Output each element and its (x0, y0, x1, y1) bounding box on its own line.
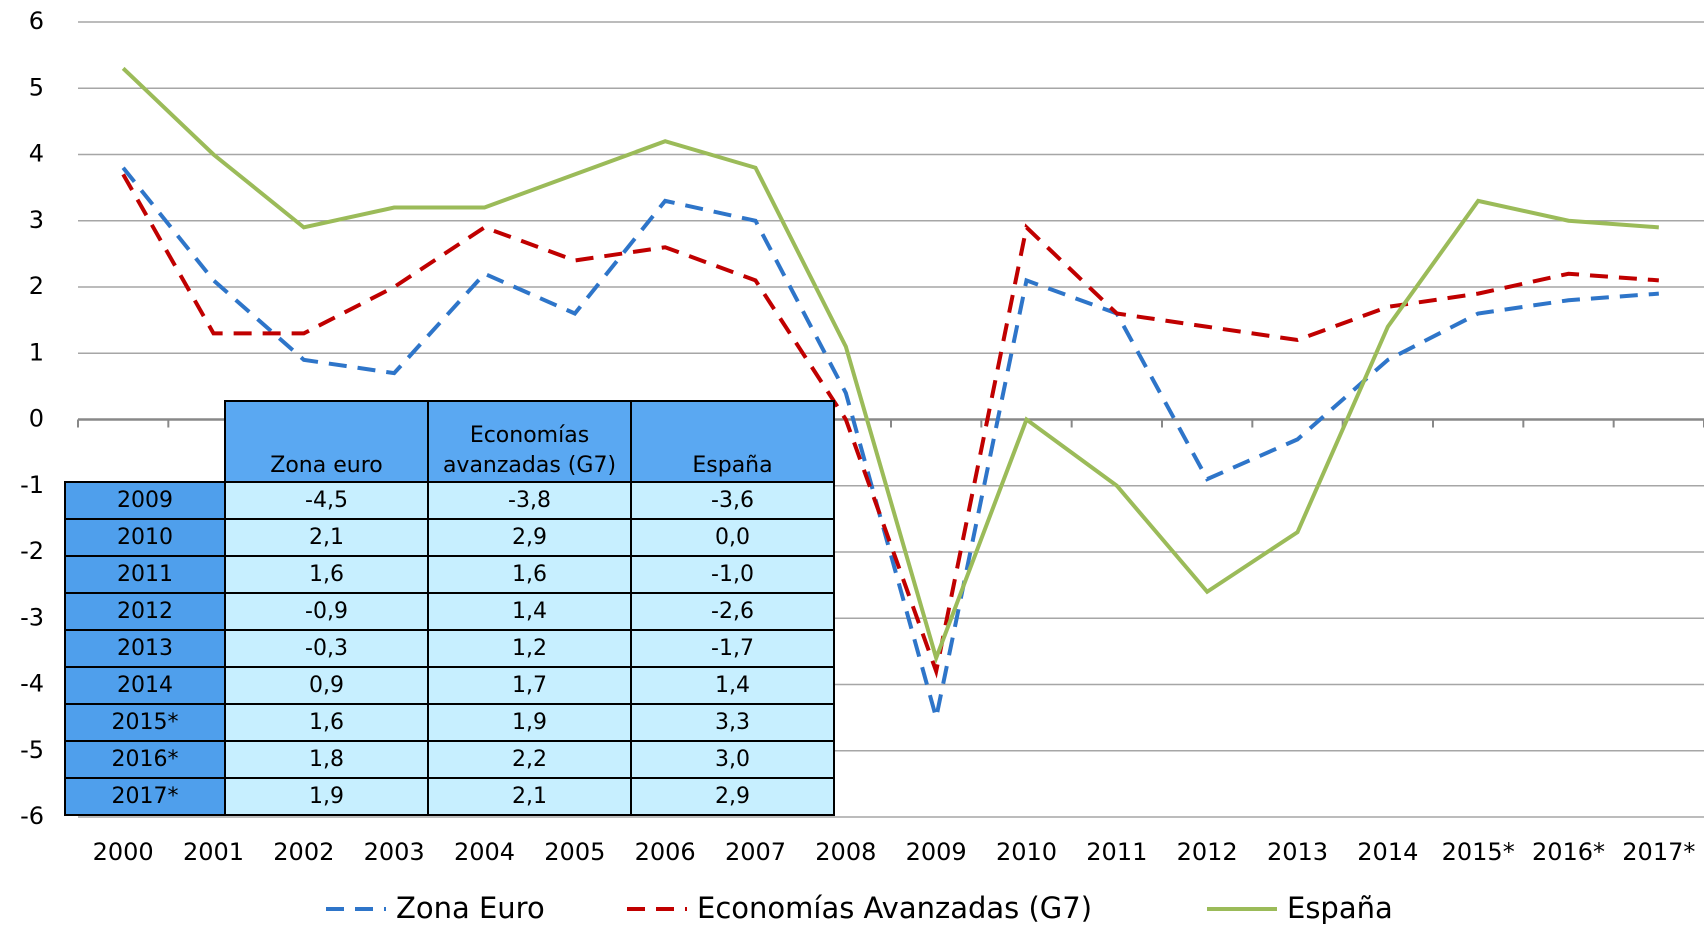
table-cell: 3,0 (630, 740, 835, 779)
table-cell: 1,6 (224, 703, 429, 742)
column-header: España (630, 400, 835, 483)
y-tick-label: -5 (20, 736, 44, 764)
x-tick-label: 2011 (1086, 838, 1147, 866)
table-row: 2011 1,6 1,6 -1,0 (64, 555, 835, 594)
y-tick-label: -1 (20, 471, 44, 499)
table-cell: -0,3 (224, 629, 429, 668)
table-row: 2010 2,1 2,9 0,0 (64, 518, 835, 557)
table-cell: 1,2 (427, 629, 632, 668)
y-tick-label: 3 (29, 206, 44, 234)
x-tick-label: 2002 (273, 838, 334, 866)
row-label: 2010 (64, 518, 226, 557)
table-cell: -4,5 (224, 481, 429, 520)
x-tick-label: 2007 (725, 838, 786, 866)
x-tick-label: 2008 (815, 838, 876, 866)
table-cell: 2,2 (427, 740, 632, 779)
x-tick-label: 2004 (454, 838, 515, 866)
y-tick-label: 0 (29, 405, 44, 433)
x-tick-label: 2003 (364, 838, 425, 866)
table-cell: 0,0 (630, 518, 835, 557)
data-table: Zona euro Economías avanzadas (G7) España … (64, 400, 835, 816)
y-tick-label: -4 (20, 670, 44, 698)
table-cell: 1,9 (427, 703, 632, 742)
table-cell: -1,0 (630, 555, 835, 594)
row-label: 2016* (64, 740, 226, 779)
y-tick-label: 1 (29, 338, 44, 366)
x-tick-label: 2001 (183, 838, 244, 866)
table-cell: 2,1 (427, 777, 632, 816)
table-row: 2016* 1,8 2,2 3,0 (64, 740, 835, 779)
table-cell: 1,7 (427, 666, 632, 705)
legend-label: Economías Avanzadas (G7) (697, 891, 1092, 925)
column-header: Zona euro (224, 400, 429, 483)
x-tick-label: 2005 (544, 838, 605, 866)
y-tick-label: 5 (29, 73, 44, 101)
row-label: 2013 (64, 629, 226, 668)
x-tick-label: 2006 (635, 838, 696, 866)
blank-cell (65, 401, 225, 482)
x-tick-label: 2010 (996, 838, 1057, 866)
table-cell: -1,7 (630, 629, 835, 668)
table-cell: 1,6 (427, 555, 632, 594)
table-cell: 0,9 (224, 666, 429, 705)
table-row: 2015* 1,6 1,9 3,3 (64, 703, 835, 742)
legend-label: España (1287, 891, 1393, 925)
table-cell: -0,9 (224, 592, 429, 631)
row-label: 2015* (64, 703, 226, 742)
row-label: 2017* (64, 777, 226, 816)
table-cell: 3,3 (630, 703, 835, 742)
legend-label: Zona Euro (396, 891, 545, 925)
x-tick-label: 2000 (93, 838, 154, 866)
table-cell: 1,4 (630, 666, 835, 705)
column-header: Economías avanzadas (G7) (427, 400, 632, 483)
table-cell: 1,6 (224, 555, 429, 594)
series-line (121, 66, 1659, 665)
table-cell: -2,6 (630, 592, 835, 631)
table-cell: 1,9 (224, 777, 429, 816)
x-tick-label: 2016* (1532, 838, 1605, 866)
row-label: 2009 (64, 481, 226, 520)
x-tick-label: 2015* (1442, 838, 1515, 866)
x-tick-label: 2014 (1357, 838, 1418, 866)
table-row: 2009 -4,5 -3,8 -3,6 (64, 481, 835, 520)
y-tick-label: 2 (29, 272, 44, 300)
table-cell: 2,9 (427, 518, 632, 557)
x-tick-label: 2017* (1622, 838, 1695, 866)
x-tick-label: 2012 (1177, 838, 1238, 866)
y-tick-label: -3 (20, 603, 44, 631)
row-label: 2011 (64, 555, 226, 594)
table-row: 2014 0,9 1,7 1,4 (64, 666, 835, 705)
y-tick-label: -2 (20, 537, 44, 565)
x-tick-label: 2013 (1267, 838, 1328, 866)
table-cell: 1,8 (224, 740, 429, 779)
row-label: 2012 (64, 592, 226, 631)
table-cell: -3,8 (427, 481, 632, 520)
table-cell: 2,9 (630, 777, 835, 816)
table-row: 2017* 1,9 2,1 2,9 (64, 777, 835, 816)
y-tick-label: 6 (29, 7, 44, 35)
table-header: Zona euro Economías avanzadas (G7) España (65, 400, 835, 483)
table-cell: 2,1 (224, 518, 429, 557)
series-line (121, 166, 1659, 719)
y-tick-label: 4 (29, 140, 44, 168)
y-tick-label: -6 (20, 802, 44, 830)
table-cell: -3,6 (630, 481, 835, 520)
table-body: 2009 -4,5 -3,8 -3,6 2010 2,1 2,9 0,0 2011 1,6 1,6-… (64, 481, 835, 816)
table-row: 2012 -0,9 1,4 -2,6 (64, 592, 835, 631)
x-tick-label: 2009 (906, 838, 967, 866)
table-row: 2013 -0,3 1,2 -1,7 (64, 629, 835, 668)
row-label: 2014 (64, 666, 226, 705)
table-cell: 1,4 (427, 592, 632, 631)
